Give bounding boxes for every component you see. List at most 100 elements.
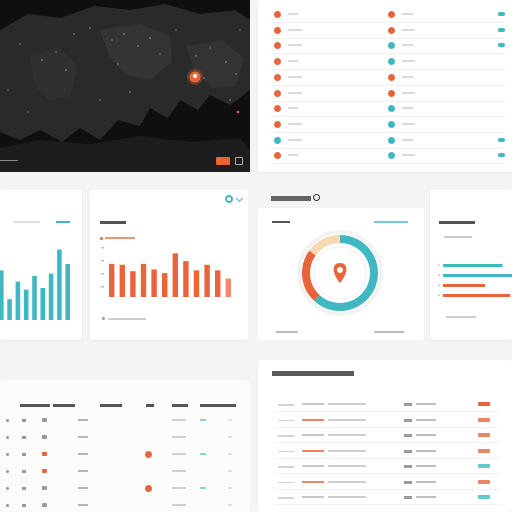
- table-row-extra: [228, 453, 232, 455]
- table-row-value: [172, 453, 186, 455]
- bar-orange-9: [193, 270, 200, 297]
- bar-orange-7: [172, 253, 178, 297]
- map-badge[interactable]: [216, 157, 230, 165]
- table-row[interactable]: [0, 416, 250, 426]
- list-row[interactable]: [258, 41, 512, 55]
- table-row[interactable]: [258, 400, 512, 412]
- bar-orange-5: [151, 269, 157, 297]
- table-row-index: [278, 435, 294, 437]
- table-row[interactable]: [258, 416, 512, 428]
- table-row[interactable]: [0, 484, 250, 494]
- table-row-id: [22, 487, 26, 490]
- list-row[interactable]: [258, 151, 512, 165]
- table-row[interactable]: [258, 493, 512, 505]
- list-row-toggle[interactable]: [498, 12, 505, 16]
- list-row[interactable]: [258, 73, 512, 86]
- table-row-extra: [228, 487, 232, 489]
- list-row-toggle[interactable]: [498, 43, 505, 48]
- list-row-status-icon: [274, 120, 281, 128]
- donut-card: [258, 190, 424, 340]
- bar-orange-12: [225, 278, 231, 297]
- list-row-value: [402, 75, 413, 78]
- bar-teal-5: [32, 276, 37, 320]
- table-row-code: [404, 480, 412, 484]
- list-row[interactable]: [258, 89, 512, 102]
- list-row-status-icon: [274, 26, 281, 34]
- table-row-value: [172, 436, 186, 438]
- table-row-bullet: [6, 470, 9, 473]
- table-row[interactable]: [258, 478, 512, 490]
- list-row-value: [402, 138, 413, 141]
- table-row-id: [22, 504, 26, 507]
- table-row-code: [404, 434, 412, 437]
- table-row[interactable]: [258, 447, 512, 459]
- list-row-label: [288, 154, 298, 157]
- list-row-toggle[interactable]: [498, 137, 505, 142]
- table-row-name: [78, 470, 88, 472]
- table-row-value: [172, 470, 186, 472]
- table-row-extra: [228, 470, 232, 472]
- donut-chart: [297, 230, 383, 316]
- teal-badge-icon[interactable]: [225, 195, 233, 203]
- list-row-label: [288, 60, 298, 63]
- table-left-column-header: [53, 404, 75, 407]
- list-row[interactable]: [258, 136, 512, 149]
- map-svg: [0, 0, 250, 172]
- list-row-type-icon: [388, 58, 395, 66]
- table-row-name: [302, 434, 324, 436]
- table-row-bullet: [6, 436, 9, 439]
- list-row[interactable]: [258, 104, 512, 118]
- map-landmass: [186, 40, 244, 88]
- table-row-id: [22, 453, 26, 456]
- table-row-name: [78, 436, 88, 438]
- list-row[interactable]: [258, 10, 512, 23]
- table-row[interactable]: [0, 433, 250, 443]
- bar-orange-3: [130, 271, 136, 297]
- list-row-toggle[interactable]: [498, 153, 505, 158]
- list-row-divider: [270, 100, 506, 102]
- list-row-status-icon: [274, 73, 281, 81]
- list-row-type-icon: [388, 105, 395, 113]
- table-row-name: [78, 504, 88, 506]
- map-expand-icon[interactable]: [235, 157, 243, 165]
- table-row-index: [278, 450, 294, 452]
- world-map[interactable]: [0, 0, 250, 172]
- list-row-status-icon: [274, 89, 281, 97]
- table-row-index: [278, 419, 294, 421]
- y-tick-mark: [101, 286, 104, 288]
- list-row-status-icon: [274, 152, 281, 160]
- table-row-status-tag: [478, 448, 490, 453]
- map-landmass: [100, 24, 172, 80]
- list-row-value: [402, 60, 415, 63]
- map-landmass: [30, 48, 78, 100]
- hbar-2: [443, 274, 512, 277]
- list-row-value: [402, 107, 413, 110]
- list-panel: [258, 0, 512, 172]
- list-row[interactable]: [258, 120, 512, 133]
- list-row-label: [288, 107, 298, 110]
- table-row[interactable]: [0, 501, 250, 511]
- table-left: [0, 380, 250, 512]
- table-row-value: [416, 465, 436, 467]
- bar-chart-orange: [101, 247, 231, 297]
- table-row-divider: [274, 473, 500, 474]
- table-row-id: [22, 436, 26, 439]
- hbar-card-footer-line: [446, 316, 476, 318]
- table-row[interactable]: [0, 467, 250, 477]
- list-row[interactable]: [258, 26, 512, 39]
- list-row[interactable]: [258, 57, 512, 71]
- donut-card-title-mark: [271, 196, 311, 201]
- bar-orange-4: [140, 263, 147, 297]
- bar-card-orange-footer-line: [108, 318, 146, 320]
- table-row-code: [404, 418, 412, 422]
- list-row-toggle[interactable]: [498, 27, 505, 32]
- table-row[interactable]: [258, 462, 512, 474]
- table-row-id: [22, 470, 26, 473]
- bar-card-orange-title-line: [100, 221, 126, 224]
- list-row-status-icon: [274, 105, 281, 113]
- table-row-bullet: [6, 487, 9, 490]
- table-row[interactable]: [0, 450, 250, 460]
- list-row-divider: [270, 147, 506, 149]
- y-tick-mark: [101, 260, 104, 262]
- table-row[interactable]: [258, 431, 512, 443]
